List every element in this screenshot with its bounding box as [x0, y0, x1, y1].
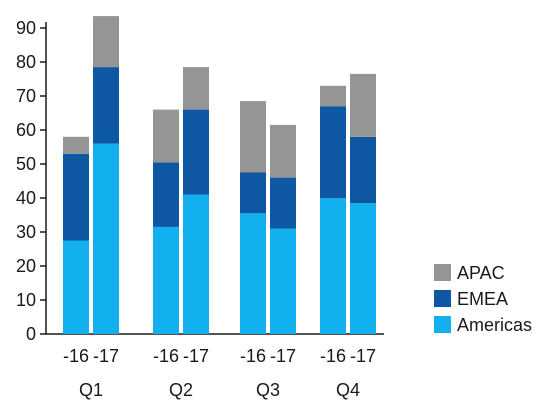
bar-segment-apac-4 — [183, 67, 209, 110]
bar-segment-americas-7 — [320, 198, 346, 334]
y-tick-label: 90 — [16, 18, 36, 38]
y-tick-label: 0 — [26, 324, 36, 344]
legend: APAC EMEA Americas — [434, 263, 532, 335]
bar-segment-americas-8 — [350, 203, 376, 334]
legend-label-apac: APAC — [457, 263, 505, 283]
bar-segment-emea-5 — [240, 172, 266, 214]
bar-segment-apac-5 — [240, 101, 266, 173]
bar-segment-emea-2 — [93, 67, 119, 144]
x-tick-label: -16 — [63, 346, 89, 366]
x-tick-label: -17 — [93, 346, 119, 366]
bar-segment-americas-4 — [183, 194, 209, 334]
legend-label-emea: EMEA — [457, 289, 508, 309]
bar-segment-americas-1 — [63, 240, 89, 334]
legend-swatch-emea — [434, 290, 451, 307]
x-tick-label: -17 — [350, 346, 376, 366]
legend-swatch-americas — [434, 316, 451, 333]
y-tick-label: 30 — [16, 222, 36, 242]
x-tick-label: -16 — [153, 346, 179, 366]
bar-segment-emea-3 — [153, 162, 179, 227]
x-tick-label: -16 — [240, 346, 266, 366]
legend-swatch-apac — [434, 264, 451, 281]
bar-segment-apac-6 — [270, 124, 296, 178]
group-label: Q3 — [256, 380, 280, 400]
group-label: Q1 — [79, 380, 103, 400]
x-tick-label: -17 — [183, 346, 209, 366]
y-tick-label: 80 — [16, 52, 36, 72]
bar-segment-americas-5 — [240, 213, 266, 334]
y-tick-label: 10 — [16, 290, 36, 310]
y-axis: 0 10 20 30 40 50 60 70 80 90 — [16, 18, 384, 344]
bar-segment-apac-3 — [153, 109, 179, 163]
bar-segment-apac-8 — [350, 73, 376, 137]
y-tick-label: 70 — [16, 86, 36, 106]
bar-segment-emea-1 — [63, 153, 89, 241]
x-tick-label: -17 — [270, 346, 296, 366]
bar-segment-emea-8 — [350, 136, 376, 204]
bar-segment-emea-7 — [320, 106, 346, 198]
y-tick-label: 40 — [16, 188, 36, 208]
bar-segment-americas-3 — [153, 226, 179, 334]
y-tick-label: 60 — [16, 120, 36, 140]
x-tick-label: -16 — [320, 346, 346, 366]
group-label: Q2 — [169, 380, 193, 400]
bar-segment-emea-4 — [183, 109, 209, 195]
group-label: Q4 — [336, 380, 360, 400]
bar-segment-americas-6 — [270, 228, 296, 334]
y-tick-label: 50 — [16, 154, 36, 174]
bar-segment-emea-6 — [270, 177, 296, 229]
bar-segment-americas-2 — [93, 143, 119, 334]
bar-segment-apac-7 — [320, 85, 346, 107]
y-tick-label: 20 — [16, 256, 36, 276]
bars — [63, 16, 376, 334]
legend-label-americas: Americas — [457, 315, 532, 335]
bar-segment-apac-2 — [93, 16, 119, 68]
bar-segment-apac-1 — [63, 136, 89, 154]
